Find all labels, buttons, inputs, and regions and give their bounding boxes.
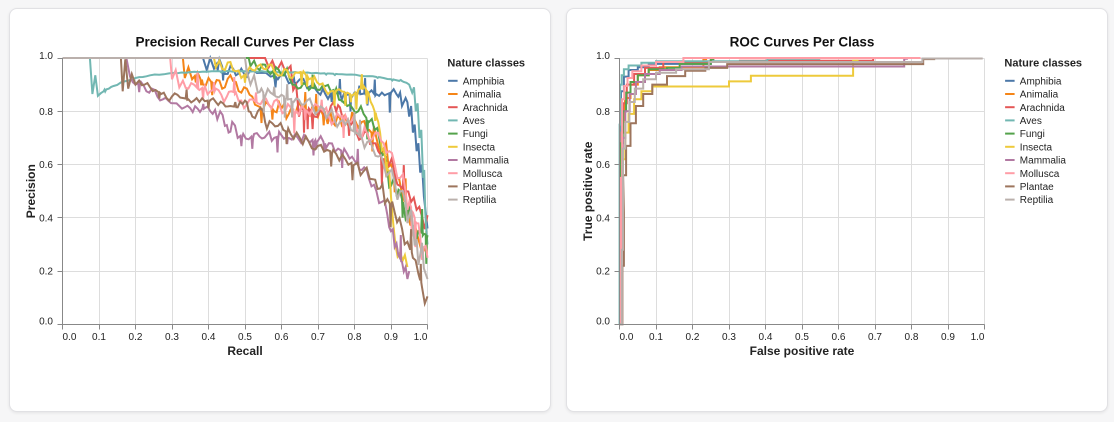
svg-text:0.6: 0.6 [275,332,289,343]
svg-text:Arachnida: Arachnida [463,103,508,114]
svg-text:Insecta: Insecta [463,142,496,153]
svg-text:Mollusca: Mollusca [1020,169,1060,180]
svg-text:Plantae: Plantae [1020,182,1054,193]
svg-text:Aves: Aves [1020,116,1042,127]
svg-text:0.5: 0.5 [795,332,809,343]
svg-text:Mollusca: Mollusca [463,169,503,180]
svg-text:Fungi: Fungi [463,129,488,140]
svg-text:Fungi: Fungi [1020,129,1045,140]
svg-text:Precision: Precision [24,164,38,218]
svg-text:0.8: 0.8 [348,332,362,343]
svg-text:Animalia: Animalia [1020,90,1059,101]
svg-text:1.0: 1.0 [971,332,985,343]
svg-text:Amphibia: Amphibia [463,76,505,87]
svg-text:Amphibia: Amphibia [1020,76,1062,87]
svg-text:0.6: 0.6 [596,160,610,171]
svg-text:0.0: 0.0 [39,316,53,327]
svg-text:0.7: 0.7 [311,332,325,343]
svg-text:0.4: 0.4 [202,332,216,343]
svg-text:0.1: 0.1 [649,332,663,343]
svg-text:0.3: 0.3 [722,332,736,343]
svg-text:Mammalia: Mammalia [1020,156,1067,167]
svg-text:0.2: 0.2 [686,332,700,343]
svg-text:0.8: 0.8 [596,107,610,118]
svg-text:Arachnida: Arachnida [1020,103,1065,114]
svg-text:0.3: 0.3 [165,332,179,343]
svg-text:0.8: 0.8 [905,332,919,343]
svg-text:1.0: 1.0 [596,51,610,62]
svg-text:0.9: 0.9 [384,332,398,343]
svg-text:0.6: 0.6 [39,160,53,171]
svg-text:0.4: 0.4 [39,213,53,224]
svg-text:0.0: 0.0 [596,316,610,327]
svg-text:1.0: 1.0 [39,51,53,62]
svg-text:True positive rate: True positive rate [581,141,595,241]
svg-text:Recall: Recall [227,344,262,358]
svg-text:0.2: 0.2 [39,267,53,278]
svg-text:0.8: 0.8 [39,107,53,118]
svg-text:Insecta: Insecta [1020,142,1053,153]
svg-text:Reptilia: Reptilia [1020,195,1054,206]
svg-text:Nature classes: Nature classes [447,58,525,70]
svg-text:0.1: 0.1 [92,332,106,343]
svg-text:0.0: 0.0 [620,332,634,343]
svg-text:ROC Curves Per Class: ROC Curves Per Class [730,35,875,50]
svg-text:False positive rate: False positive rate [750,344,855,358]
svg-text:Mammalia: Mammalia [463,156,510,167]
svg-text:0.6: 0.6 [832,332,846,343]
svg-text:0.2: 0.2 [129,332,143,343]
svg-text:Reptilia: Reptilia [463,195,497,206]
svg-text:Animalia: Animalia [463,90,502,101]
svg-text:0.7: 0.7 [868,332,882,343]
svg-text:0.5: 0.5 [238,332,252,343]
svg-text:0.2: 0.2 [596,267,610,278]
svg-text:Nature classes: Nature classes [1004,58,1082,70]
svg-text:0.4: 0.4 [759,332,773,343]
svg-text:Plantae: Plantae [463,182,497,193]
svg-text:0.0: 0.0 [63,332,77,343]
svg-text:1.0: 1.0 [414,332,428,343]
svg-text:0.4: 0.4 [596,213,610,224]
svg-text:Precision Recall Curves Per Cl: Precision Recall Curves Per Class [135,35,354,50]
svg-text:0.9: 0.9 [941,332,955,343]
svg-text:Aves: Aves [463,116,485,127]
